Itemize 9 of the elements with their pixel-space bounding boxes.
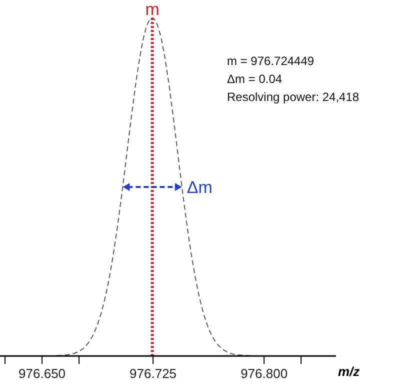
- annotation: Δm: [186, 178, 212, 197]
- annotation: Resolving power: 24,418: [227, 90, 360, 104]
- ref-line-label: m: [145, 0, 160, 19]
- x-tick-label: 976.725: [130, 366, 177, 381]
- annotation: m = 976.724449: [227, 54, 314, 68]
- x-tick-label: 976.800: [240, 366, 288, 381]
- x-tick-label: 976.650: [18, 366, 66, 381]
- annotation: Δm = 0.04: [227, 72, 282, 86]
- x-axis-title: m/z: [338, 364, 360, 379]
